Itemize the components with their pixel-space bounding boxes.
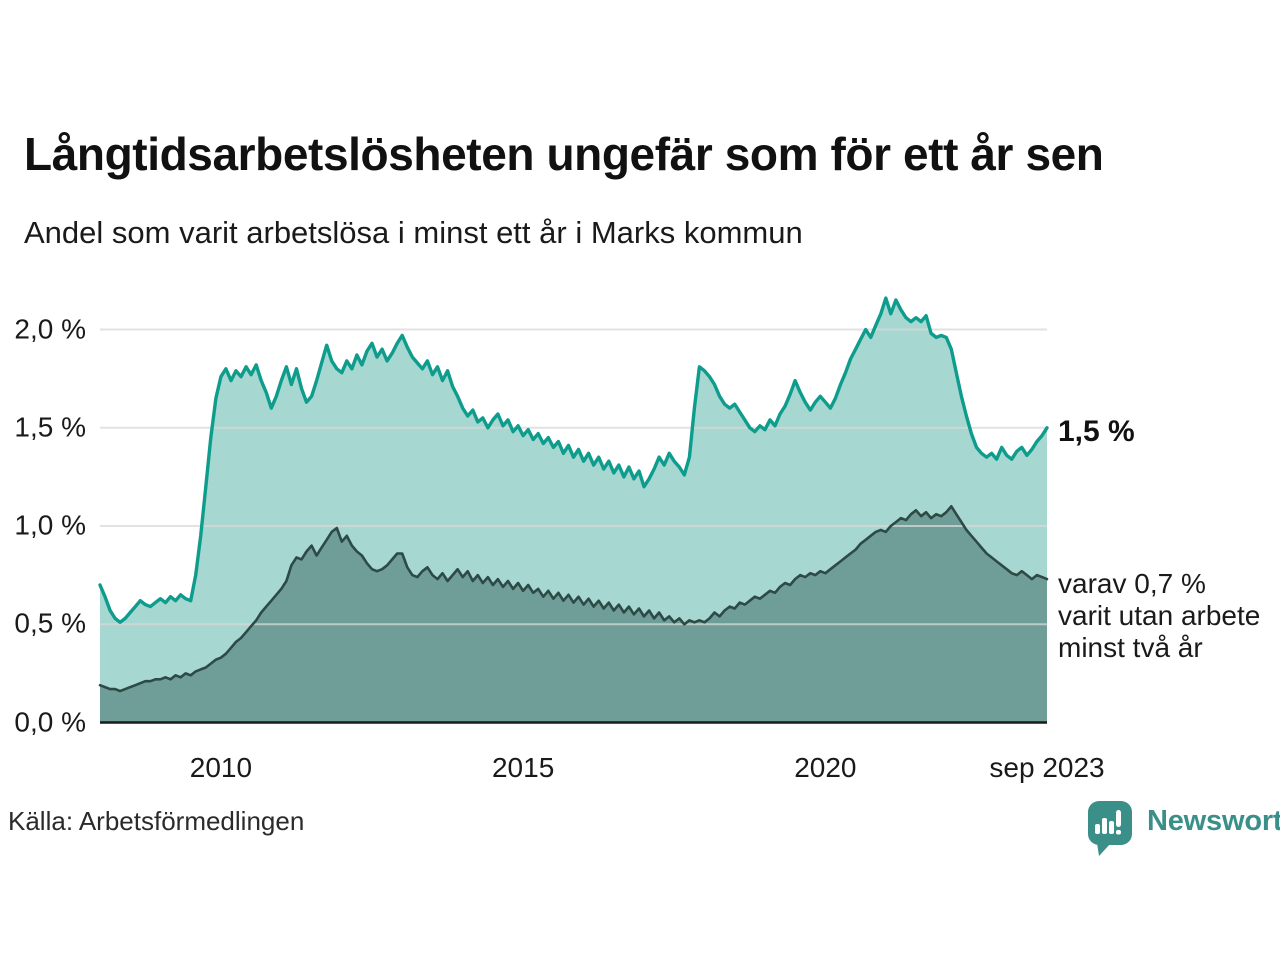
page-subtitle: Andel som varit arbetslösa i minst ett å… (24, 215, 803, 250)
exclamation-icon (1116, 810, 1121, 827)
y-axis-tick-label: 2,0 % (14, 312, 86, 344)
newsworthy-logo-text: Newsworthy (1147, 805, 1280, 837)
y-axis-tick-label: 1,5 % (14, 411, 86, 443)
y-axis-tick-label: 1,0 % (14, 509, 86, 541)
y-axis-tick-label: 0,5 % (14, 607, 86, 639)
annotation-two-year-line3: minst två år (1058, 632, 1203, 664)
y-axis-tick-label: 0,0 % (14, 705, 86, 737)
source-note: Källa: Arbetsförmedlingen (8, 806, 305, 836)
bar-chart-icon (1095, 824, 1100, 834)
area-two-year (100, 506, 1047, 723)
x-axis-tick-label: 2010 (189, 752, 253, 783)
newsworthy-logo: Newsworthy (1087, 800, 1280, 857)
annotation-two-year-line1: varav 0,7 % (1058, 568, 1206, 599)
line-total (98, 296, 1049, 624)
annotation-latest-total: 1,5 % (1058, 415, 1135, 448)
annotation-two-year-line2: varit utan arbete (1058, 600, 1261, 632)
x-axis-tick-label: sep 2023 (989, 752, 1105, 783)
x-axis-tick-label: 2020 (794, 752, 857, 783)
chart-svg (98, 296, 1049, 724)
page-title: Långtidsarbetslösheten ungefär som för e… (24, 128, 1104, 180)
annotation-two-year: varav 0,7 % varit utan arbete minst två … (1058, 568, 1260, 665)
x-axis-tick-label: 2015 (491, 752, 555, 783)
line-two-year (98, 505, 1049, 693)
newsworthy-logo-icon (1088, 801, 1132, 856)
